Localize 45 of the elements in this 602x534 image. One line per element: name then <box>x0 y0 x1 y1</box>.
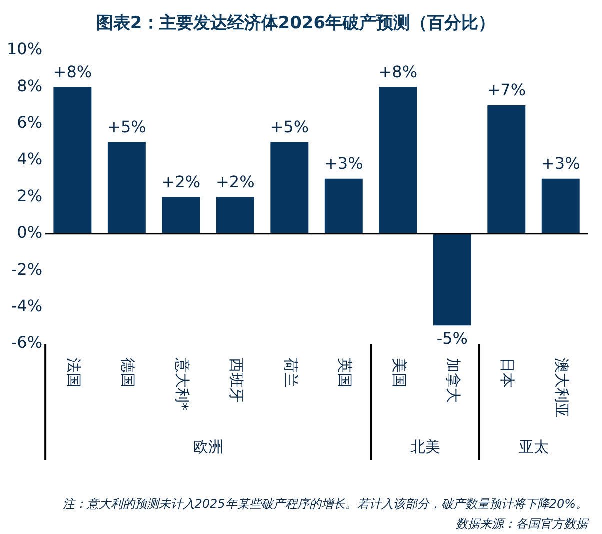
data-label: +3% <box>541 154 580 174</box>
y-tick-label: 8% <box>17 76 43 96</box>
bar <box>108 142 146 234</box>
bar <box>270 142 309 234</box>
source-note: 数据来源：各国官方数据 <box>456 516 588 533</box>
data-label: +7% <box>487 80 526 100</box>
bar <box>488 105 526 234</box>
y-tick-label: -4% <box>11 296 43 316</box>
text: 注：意大利的预测未计入2025年某些破产程序的增长。若计入该部分，破产数量预计将下降20%。 <box>62 496 588 513</box>
data-label: -5% <box>436 328 468 348</box>
text: 欧洲 <box>193 438 224 456</box>
data-label: +8% <box>53 62 92 82</box>
y-tick-label: -6% <box>11 333 43 352</box>
bar <box>54 87 92 234</box>
bar <box>379 87 418 234</box>
data-label: +3% <box>324 154 364 174</box>
bar <box>324 178 363 234</box>
x-tick-label: 澳大利亚 <box>552 358 571 418</box>
x-tick-label: 日本 <box>498 358 517 388</box>
y-tick-label: 0% <box>17 223 43 242</box>
text: 亚太 <box>518 438 549 456</box>
y-tick-label: 2% <box>17 186 43 206</box>
x-tick-label: 意大利* <box>173 357 192 411</box>
bar <box>162 197 200 234</box>
data-label: +2% <box>216 172 255 192</box>
data-label: +2% <box>162 172 201 192</box>
data-label: +5% <box>270 117 310 136</box>
bar <box>433 234 472 326</box>
x-tick-label: 德国 <box>119 358 138 388</box>
text: 北美 <box>410 438 440 456</box>
y-tick-label: 4% <box>17 150 43 169</box>
x-tick-label: 荷兰 <box>282 358 300 388</box>
chart-title: 图表2：主要发达经济体2026年破产预测（百分比） <box>96 14 496 34</box>
x-tick-label: 英国 <box>336 358 354 388</box>
bar <box>216 197 254 234</box>
data-label: +5% <box>108 117 146 136</box>
data-label: +8% <box>378 62 418 82</box>
x-tick-label: 西班牙 <box>228 358 246 403</box>
y-tick-label: 6% <box>17 112 43 132</box>
x-tick-label: 加拿大 <box>444 358 462 403</box>
x-tick-label: 法国 <box>64 358 83 388</box>
y-tick-label: -2% <box>11 260 43 279</box>
bar <box>542 178 580 234</box>
y-tick-label: 10% <box>7 40 43 59</box>
x-tick-label: 美国 <box>390 358 408 388</box>
